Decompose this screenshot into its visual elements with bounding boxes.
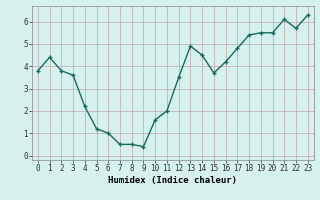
- X-axis label: Humidex (Indice chaleur): Humidex (Indice chaleur): [108, 176, 237, 185]
